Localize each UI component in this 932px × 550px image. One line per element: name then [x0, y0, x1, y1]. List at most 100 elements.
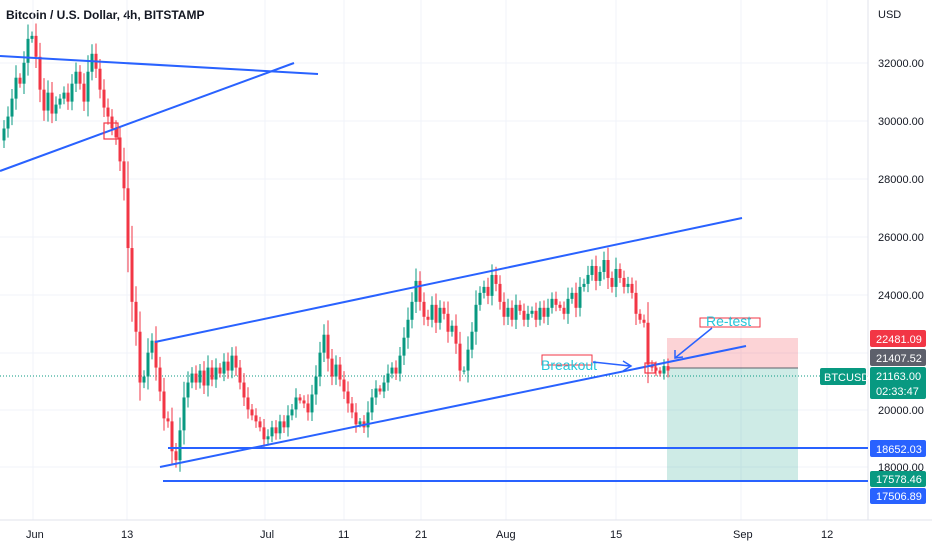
channel-upper-line[interactable]: [154, 217, 743, 343]
x-tick-label: 11: [338, 529, 349, 541]
candle-body: [298, 397, 302, 401]
candle-body: [602, 260, 606, 272]
x-tick-label: Sep: [733, 529, 753, 541]
candle-body: [418, 280, 422, 302]
candle-body: [50, 92, 54, 114]
candle-body: [210, 367, 214, 380]
breakout-arrow-head: [622, 360, 633, 372]
candle-body: [410, 301, 414, 320]
candle-body: [294, 397, 298, 410]
price-badge-target-text: 17578.46: [876, 474, 922, 486]
candle-body: [446, 313, 450, 332]
candle-body: [598, 271, 602, 281]
candle-body: [646, 322, 650, 365]
candle-body: [482, 286, 486, 293]
candle-body: [666, 366, 670, 371]
retest-arrow-head: [674, 350, 684, 359]
candle-body: [642, 319, 646, 323]
long-position-stop-zone[interactable]: [667, 338, 798, 368]
candle-body: [434, 304, 438, 323]
candle-body: [422, 301, 426, 317]
price-badge-last: [870, 367, 926, 399]
candle-body: [254, 415, 258, 422]
candle-body: [478, 292, 482, 305]
candle-body: [146, 352, 150, 377]
candle-body: [302, 400, 306, 404]
highlight-box-breakout[interactable]: [644, 362, 656, 374]
candle-body: [190, 373, 194, 383]
candle-body: [414, 280, 418, 302]
y-tick-label: 24000.00: [878, 290, 924, 302]
price-badge-stop-text: 22481.09: [876, 334, 922, 346]
candle-body: [86, 71, 90, 102]
candle-body: [78, 71, 82, 84]
candle-body: [582, 283, 586, 287]
candle-body: [174, 451, 178, 461]
y-tick-label: 28000.00: [878, 174, 924, 186]
candle-body: [6, 116, 10, 129]
candle-body: [442, 307, 446, 314]
candle-body: [398, 355, 402, 374]
retest-arrow[interactable]: [674, 327, 713, 359]
candle-body: [318, 352, 322, 377]
candle-body: [34, 35, 38, 57]
candle-body: [570, 292, 574, 299]
candles-layer: [2, 23, 670, 472]
y-tick-label: 20000.00: [878, 405, 924, 417]
price-badge-support-2-text: 17506.89: [876, 491, 922, 503]
candle-body: [118, 137, 122, 162]
candle-body: [494, 274, 498, 284]
price-badge-last-text: 21163.00: [876, 371, 921, 383]
x-tick-label: 12: [821, 529, 833, 541]
x-tick-label: Jun: [26, 529, 44, 541]
candle-body: [278, 421, 282, 434]
trendlines[interactable]: [0, 55, 868, 482]
candle-body: [374, 388, 378, 398]
y-tick-label: 30000.00: [878, 116, 924, 128]
x-tick-label: 13: [121, 529, 133, 541]
candle-body: [30, 35, 34, 39]
candle-body: [290, 409, 294, 416]
candle-body: [338, 364, 342, 380]
time-axis[interactable]: Jun 13 Jul 11 21 Aug 15 Sep 12: [26, 529, 833, 541]
candle-body: [54, 104, 58, 114]
candle-body: [326, 334, 330, 359]
trendline-rising-support[interactable]: [0, 62, 295, 172]
candle-body: [390, 367, 394, 374]
candle-body: [114, 128, 118, 138]
candle-body: [458, 343, 462, 371]
candle-body: [62, 92, 66, 99]
candle-body: [166, 418, 170, 422]
candle-body: [126, 188, 130, 249]
candle-body: [350, 403, 354, 413]
candle-body: [530, 310, 534, 314]
trendline-top-left[interactable]: [0, 55, 319, 75]
breakout-arrow[interactable]: [592, 361, 631, 367]
candle-body: [262, 427, 266, 440]
channel-lower-line[interactable]: [159, 345, 747, 468]
long-position-target-zone[interactable]: [667, 368, 798, 480]
candle-body: [546, 307, 550, 317]
candle-body: [454, 325, 458, 344]
price-badge-support-2: [870, 488, 926, 504]
countdown-text: 02:33:47: [876, 386, 919, 398]
candle-body: [430, 304, 434, 320]
candle-body: [74, 71, 78, 84]
candle-body: [274, 427, 278, 434]
candle-body: [82, 83, 86, 102]
candle-body: [182, 397, 186, 431]
candle-body: [614, 268, 618, 287]
highlight-box-breakdown[interactable]: [103, 122, 119, 140]
candle-body: [226, 361, 230, 371]
candle-body: [198, 370, 202, 383]
candle-body: [498, 283, 502, 302]
candle-body: [466, 349, 470, 371]
candle-body: [586, 274, 590, 284]
candle-body: [194, 373, 198, 383]
candle-body: [554, 298, 558, 305]
currency-label: USD: [878, 9, 901, 21]
candle-body: [306, 403, 310, 413]
candle-body: [66, 92, 70, 102]
price-axis[interactable]: USD 32000.00 30000.00 28000.00 26000.00 …: [878, 9, 924, 474]
